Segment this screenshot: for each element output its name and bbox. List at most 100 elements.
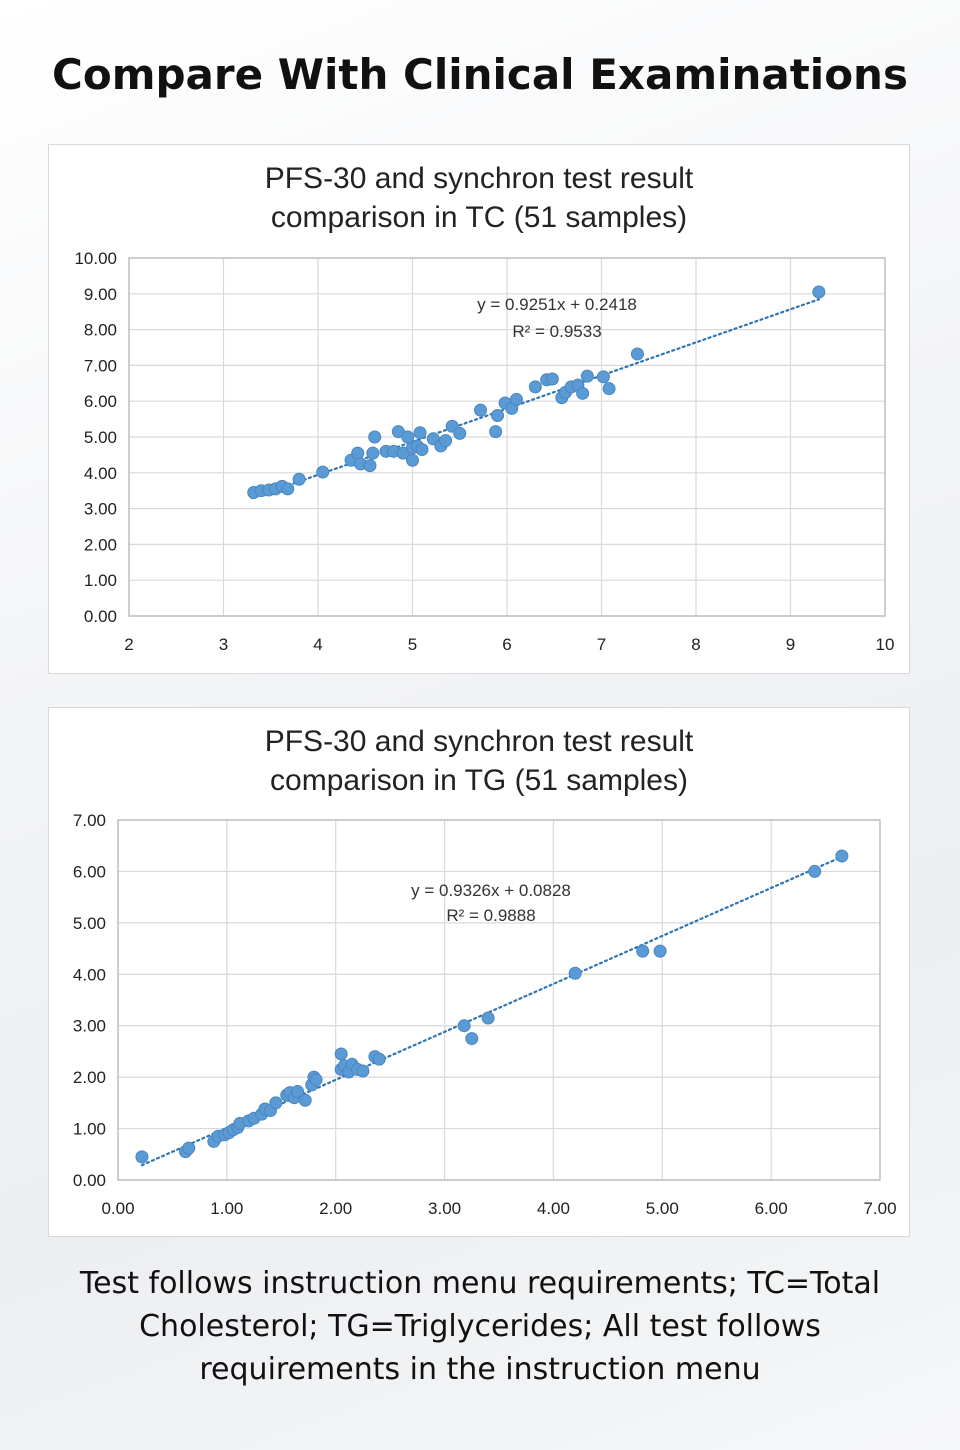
tg-y-tick-label: 2.00 — [73, 1068, 106, 1087]
tg-x-tick-label: 3.00 — [428, 1199, 461, 1218]
tc-x-tick-label: 3 — [219, 635, 228, 654]
tc-data-point — [366, 446, 380, 460]
tc-data-point — [489, 425, 503, 439]
tc-chart-title-line-2: comparison in TC (51 samples) — [270, 201, 688, 234]
tg-data-point — [356, 1064, 370, 1078]
tc-y-tick-label: 7.00 — [84, 356, 117, 375]
footer-line-2: Cholesterol; TG=Triglycerides; All test … — [139, 1309, 821, 1344]
tc-data-point — [491, 409, 505, 423]
tc-points — [247, 285, 826, 499]
tg-chart-title-line-1: PFS-30 and synchron test result — [264, 725, 694, 758]
tc-data-point — [576, 386, 590, 400]
tc-chart-title-line-1: PFS-30 and synchron test result — [264, 162, 694, 195]
tg-gridlines — [117, 819, 881, 1181]
tg-x-tick-label: 2.00 — [319, 1199, 352, 1218]
tg-data-point — [636, 944, 650, 958]
tg-y-tick-label: 5.00 — [73, 914, 106, 933]
tg-y-tick-label: 7.00 — [73, 811, 106, 830]
tg-data-point — [835, 849, 849, 863]
tc-data-point — [528, 380, 542, 394]
footer-line-3: requirements in the instruction menu — [199, 1352, 761, 1387]
tc-data-point — [439, 434, 453, 448]
tc-trendline — [250, 298, 820, 500]
tc-y-tick-label: 3.00 — [84, 500, 117, 519]
tg-data-point — [309, 1073, 323, 1087]
tc-y-tick-label: 0.00 — [84, 607, 117, 626]
tg-data-point — [808, 864, 822, 878]
tc-x-tick-label: 4 — [313, 635, 322, 654]
tg-data-point — [481, 1011, 495, 1025]
tc-data-point — [292, 472, 306, 486]
tc-data-point — [509, 392, 523, 406]
tg-y-tick-label: 1.00 — [73, 1120, 106, 1139]
tg-y-tick-label: 3.00 — [73, 1017, 106, 1036]
tc-data-point — [351, 446, 365, 460]
tg-r-squared: R² = 0.9888 — [446, 906, 535, 925]
tc-x-tick-label: 8 — [691, 635, 700, 654]
tc-y-tick-label: 1.00 — [84, 571, 117, 590]
tc-y-tick-label: 2.00 — [84, 535, 117, 554]
tg-plot-area — [117, 819, 881, 1181]
tc-data-point — [580, 369, 594, 383]
tg-y-tick-label: 0.00 — [73, 1171, 106, 1190]
tc-y-tick-label: 9.00 — [84, 285, 117, 304]
tg-data-point — [372, 1052, 386, 1066]
tg-scatter-plot: 0.00 1.00 2.00 3.00 4.00 5.00 6.00 7.00 0.00 1.00… — [73, 811, 897, 1218]
tc-x-tick-label: 9 — [786, 635, 795, 654]
page-title: Compare With Clinical Examinations — [52, 50, 908, 99]
tc-data-point — [415, 443, 429, 457]
tc-data-point — [602, 382, 616, 396]
tc-y-tick-label: 6.00 — [84, 392, 117, 411]
tg-x-tick-label: 7.00 — [863, 1199, 896, 1218]
tg-data-point — [298, 1093, 312, 1107]
tg-x-tick-label: 4.00 — [537, 1199, 570, 1218]
tg-chart-title-line-2: comparison in TG (51 samples) — [270, 764, 688, 797]
tc-chart-panel: PFS-30 and synchron test result comparis… — [48, 144, 910, 674]
footer-line-1: Test follows instruction menu requiremen… — [79, 1266, 881, 1301]
tg-x-tick-label: 6.00 — [755, 1199, 788, 1218]
tc-data-point — [316, 465, 330, 479]
tg-chart-title: PFS-30 and synchron test result comparis… — [49, 722, 909, 800]
tc-data-point — [453, 426, 467, 440]
tc-chart-title: PFS-30 and synchron test result comparis… — [49, 159, 909, 237]
tc-y-tick-label: 8.00 — [84, 321, 117, 340]
tc-scatter-plot: 2 3 4 5 6 7 8 9 10 0.00 1.00 2.00 3.00 4.00 5.00 6.00 7.… — [74, 249, 895, 654]
tg-data-point — [182, 1141, 196, 1155]
tg-data-point — [135, 1150, 149, 1164]
tg-data-point — [457, 1019, 471, 1033]
tc-x-tick-label: 10 — [876, 635, 895, 654]
tc-y-tick-label: 10.00 — [74, 249, 117, 268]
tg-data-point — [334, 1047, 348, 1061]
tc-x-tick-label: 7 — [597, 635, 606, 654]
tc-data-point — [812, 285, 826, 299]
tg-data-point — [465, 1032, 479, 1046]
tg-y-tick-label: 4.00 — [73, 965, 106, 984]
tg-data-point — [291, 1085, 305, 1099]
tc-plot-area — [128, 257, 886, 617]
tc-data-point — [474, 403, 488, 417]
tg-x-tick-label: 1.00 — [210, 1199, 243, 1218]
tc-data-point — [630, 347, 644, 361]
tc-data-point — [363, 459, 377, 473]
tg-trendline-equation: y = 0.9326x + 0.0828 — [411, 881, 571, 900]
tc-y-tick-label: 4.00 — [84, 464, 117, 483]
tg-data-point — [568, 966, 582, 980]
tc-data-point — [368, 430, 382, 444]
tc-x-tick-label: 6 — [502, 635, 511, 654]
tc-y-tick-label: 5.00 — [84, 428, 117, 447]
tc-x-tick-label: 2 — [124, 635, 133, 654]
tc-x-tick-label: 5 — [408, 635, 417, 654]
tc-gridlines — [128, 257, 886, 617]
tc-data-point — [406, 453, 419, 467]
footer-note: Test follows instruction menu requiremen… — [40, 1262, 920, 1391]
tc-data-point — [401, 430, 415, 444]
tc-r-squared: R² = 0.9533 — [512, 322, 601, 341]
tg-y-tick-label: 6.00 — [73, 862, 106, 881]
tg-data-point — [269, 1096, 283, 1110]
tg-points — [135, 849, 849, 1164]
tg-x-tick-label: 5.00 — [646, 1199, 679, 1218]
tc-trendline-equation: y = 0.9251x + 0.2418 — [477, 295, 637, 314]
tc-data-point — [281, 482, 295, 496]
tc-data-point — [413, 426, 427, 440]
tg-x-tick-label: 0.00 — [101, 1199, 134, 1218]
